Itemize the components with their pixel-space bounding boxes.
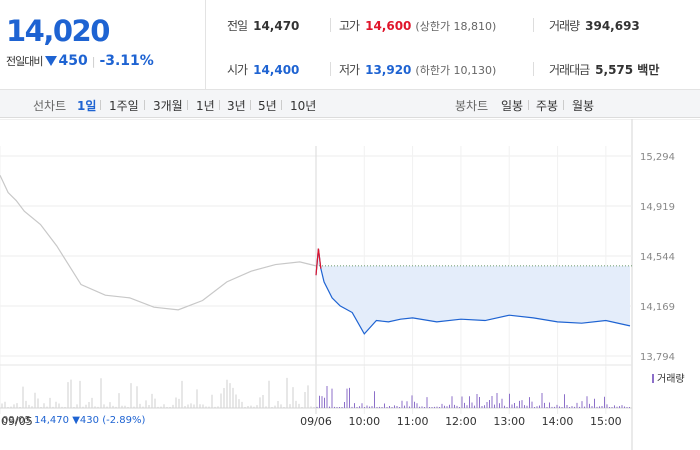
volume-legend-label: 거래량: [657, 373, 685, 385]
volume-legend-swatch: [652, 374, 654, 383]
y-tick-label: 14,919: [640, 202, 675, 213]
current-price: 14,020: [6, 14, 110, 48]
stat-high: 고가 14,600 (상한가 18,810): [339, 17, 496, 34]
divider: [100, 100, 101, 110]
change-value: 450: [58, 53, 88, 69]
info-rate: (-2.89%): [102, 415, 146, 426]
change-label: 전일대비: [6, 55, 43, 68]
divider: [144, 100, 145, 110]
info-change-icon: ▼: [72, 415, 80, 426]
divider: [330, 18, 331, 32]
tab-1week[interactable]: 1주일: [109, 99, 139, 113]
tab-3year[interactable]: 3년: [227, 99, 246, 113]
price-chart: 15,294 14,919 14,544 14,169 13,794 09/05 09/06…: [0, 119, 700, 450]
price-box: 14,020 전일대비 450 | -3.11%: [0, 0, 206, 90]
divider: |: [91, 55, 96, 68]
x-tick-label: 10:00: [348, 415, 380, 428]
stat-volume: 거래량 394,693: [549, 17, 640, 34]
stat-label: 거래대금: [549, 63, 590, 77]
stat-prev: 전일 14,470: [227, 17, 299, 34]
x-tick-label: 14:00: [542, 415, 574, 428]
stat-low: 저가 13,920 (하한가 10,130): [339, 61, 496, 78]
divider: [330, 62, 331, 76]
price-chart-svg: 15,294 14,919 14,544 14,169 13,794 09/05 09/06…: [0, 119, 700, 450]
y-tick-label: 15,294: [640, 152, 675, 163]
stat-value: 14,470: [253, 19, 300, 33]
today-price-line: [315, 248, 631, 335]
info-close: 14,470: [34, 415, 70, 426]
x-tick-label: 09/06: [300, 415, 332, 428]
stat-value: 394,693: [585, 19, 640, 33]
info-change: 430: [79, 415, 99, 426]
change-rate: -3.11%: [99, 53, 154, 69]
stat-label: 시가: [227, 63, 248, 77]
tab-10year[interactable]: 10년: [290, 99, 317, 113]
divider: [187, 100, 188, 110]
stat-value: 14,600: [365, 19, 412, 33]
tab-1year[interactable]: 1년: [196, 99, 215, 113]
tab-5year[interactable]: 5년: [258, 99, 277, 113]
stat-amount: 거래대금 5,575 백만: [549, 61, 659, 78]
below-prev-close-fill: [316, 248, 630, 334]
divider: [219, 100, 220, 110]
tab-1day[interactable]: 1일: [77, 99, 97, 113]
x-tick-label: 12:00: [445, 415, 477, 428]
stat-label: 거래량: [549, 19, 580, 33]
divider: [533, 18, 534, 32]
x-tick-label: 09/05: [1, 415, 33, 428]
upper-limit: (상한가 18,810): [415, 20, 497, 33]
quote-stats: 전일 14,470 고가 14,600 (상한가 18,810) 거래량 394,693…: [207, 0, 700, 90]
divider: [528, 100, 529, 110]
x-tick-label: 13:00: [493, 415, 525, 428]
divider: [250, 100, 251, 110]
prev-day-price-line: [0, 174, 317, 311]
stat-open: 시가 14,400: [227, 61, 299, 78]
stat-value: 5,575 백만: [595, 63, 660, 77]
tab-3month[interactable]: 3개월: [153, 99, 183, 113]
divider: [533, 62, 534, 76]
chart-period-tabs: 선차트 1일 1주일 3개월 1년 3년 5년 10년 봉차트 일봉 주봉 월봉: [0, 90, 700, 118]
tab-daily-candle[interactable]: 일봉: [501, 99, 524, 113]
stat-label: 고가: [339, 19, 360, 33]
y-tick-label: 13,794: [640, 352, 675, 363]
stat-value: 14,400: [253, 63, 300, 77]
x-tick-label: 15:00: [590, 415, 622, 428]
stat-value: 13,920: [365, 63, 412, 77]
candle-chart-label: 봉차트: [455, 99, 489, 113]
tab-weekly-candle[interactable]: 주봉: [536, 99, 559, 113]
y-tick-label: 14,169: [640, 302, 675, 313]
down-triangle-icon: [45, 56, 58, 66]
y-tick-label: 14,544: [640, 252, 675, 263]
tab-monthly-candle[interactable]: 월봉: [572, 99, 595, 113]
today-up-segment: [315, 248, 322, 276]
quote-header: 14,020 전일대비 450 | -3.11% 전일 14,470 고가 14,600(…: [0, 0, 700, 90]
prev-day-info: 09/05 14,470 ▼430 (-2.89%): [2, 415, 145, 426]
divider: [563, 100, 564, 110]
stat-label: 저가: [339, 63, 360, 77]
line-chart-label: 선차트: [33, 99, 67, 113]
divider: [281, 100, 282, 110]
info-date: 09/05: [2, 415, 31, 426]
change-row: 전일대비 450 | -3.11%: [6, 53, 154, 69]
lower-limit: (하한가 10,130): [415, 64, 497, 77]
stat-label: 전일: [227, 19, 248, 33]
x-tick-label: 11:00: [397, 415, 429, 428]
